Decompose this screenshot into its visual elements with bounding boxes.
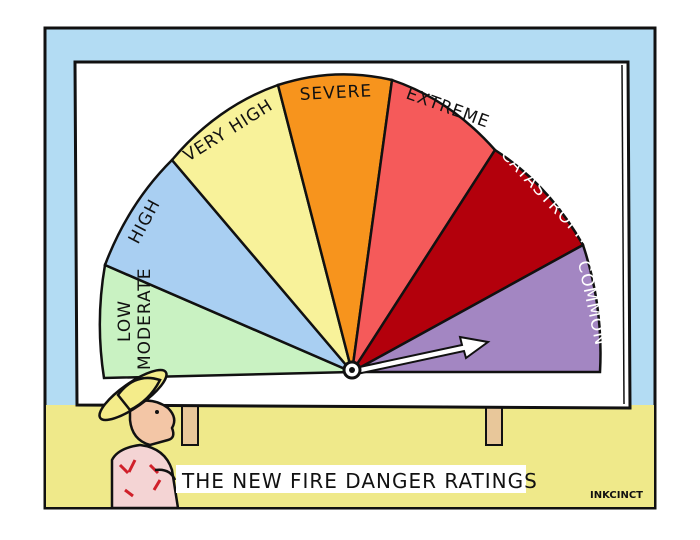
- dial-segment-very-high: [170, 83, 354, 373]
- dial-pointer: [342, 335, 491, 380]
- label-severe: SEVERE: [299, 81, 372, 105]
- label-moderate: MODERATE: [135, 268, 155, 370]
- man-figure: [98, 368, 180, 510]
- dial-segment-catastrophic: [350, 148, 585, 374]
- caption: THE NEW FIRE DANGER RATINGS: [181, 469, 538, 493]
- dial-segment-common: [351, 243, 602, 374]
- billboard-edge: [621, 64, 625, 405]
- dial-segment-severe: [276, 73, 394, 373]
- fire-danger-dial: [98, 73, 602, 380]
- signature: INKCINCT: [590, 490, 643, 501]
- dial-segment-high: [103, 158, 353, 374]
- caption-box: [176, 465, 526, 493]
- label-low: LOW: [115, 300, 135, 342]
- dial-segment-extreme: [350, 78, 497, 373]
